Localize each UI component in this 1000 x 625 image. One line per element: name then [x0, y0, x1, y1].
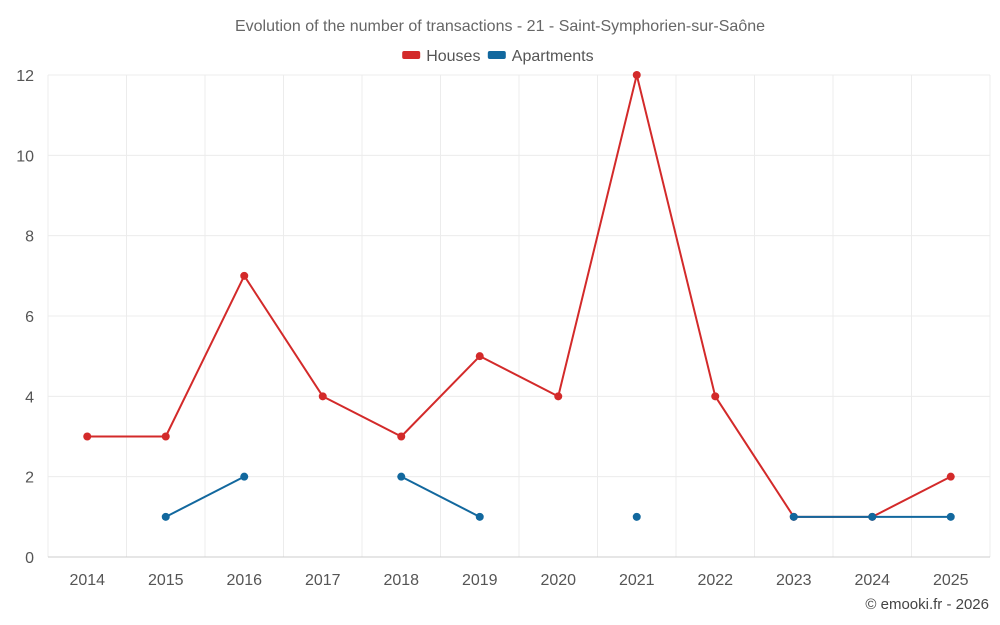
- x-tick-label: 2022: [697, 572, 733, 589]
- x-tick-label: 2023: [776, 572, 812, 589]
- y-tick-label: 0: [25, 550, 34, 567]
- data-point-apartments[interactable]: [868, 512, 877, 521]
- chart-title: Evolution of the number of transactions …: [235, 18, 765, 35]
- x-tick-label: 2018: [383, 572, 419, 589]
- x-tick-label: 2015: [148, 572, 184, 589]
- data-point-apartments[interactable]: [161, 512, 170, 521]
- x-axis-ticks: 2014 2015 2016 2017 2018 2019 2020 2021 2022 2023…: [69, 572, 968, 589]
- data-point-houses[interactable]: [475, 352, 484, 361]
- y-tick-label: 6: [25, 309, 34, 326]
- legend-label: Apartments: [512, 48, 594, 65]
- credit-text: © emooki.fr - 2026: [865, 596, 989, 613]
- data-point-houses[interactable]: [946, 472, 955, 481]
- y-tick-label: 2: [25, 470, 34, 487]
- legend-item-houses[interactable]: Houses: [402, 48, 480, 65]
- data-point-houses[interactable]: [632, 71, 641, 79]
- data-point-apartments[interactable]: [789, 512, 798, 521]
- series-line-apartments: [400, 475, 481, 518]
- y-tick-label: 12: [16, 68, 34, 85]
- series-line-apartments: [165, 475, 245, 518]
- data-point-houses[interactable]: [318, 392, 327, 401]
- x-tick-label: 2019: [462, 572, 498, 589]
- x-tick-label: 2016: [226, 572, 262, 589]
- y-axis-ticks: 0 2 4 6 8 10 12: [16, 68, 34, 567]
- legend-label: Houses: [426, 48, 480, 65]
- data-point-apartments[interactable]: [397, 472, 406, 481]
- y-tick-label: 8: [25, 229, 34, 246]
- data-point-houses[interactable]: [711, 392, 720, 401]
- y-tick-label: 4: [25, 389, 34, 406]
- x-tick-label: 2021: [619, 572, 655, 589]
- data-point-apartments[interactable]: [632, 512, 641, 521]
- series-group: [83, 71, 955, 521]
- data-point-houses[interactable]: [397, 432, 406, 441]
- data-point-houses[interactable]: [161, 432, 170, 441]
- data-point-apartments[interactable]: [475, 512, 484, 521]
- x-tick-label: 2017: [305, 572, 341, 589]
- data-point-apartments[interactable]: [240, 472, 249, 481]
- y-tick-label: 10: [16, 148, 34, 165]
- data-point-houses[interactable]: [240, 271, 249, 280]
- data-point-apartments[interactable]: [946, 512, 955, 521]
- x-tick-label: 2020: [540, 572, 576, 589]
- legend-swatch: [487, 51, 506, 59]
- x-tick-label: 2014: [69, 572, 105, 589]
- legend-item-apartments[interactable]: Apartments: [487, 48, 594, 65]
- x-tick-label: 2025: [933, 572, 969, 589]
- legend: Houses Apartments: [402, 48, 594, 65]
- data-point-houses[interactable]: [83, 432, 92, 441]
- series-apartments: [161, 472, 955, 521]
- x-tick-label: 2024: [854, 572, 890, 589]
- gridlines: [47, 74, 991, 558]
- data-point-houses[interactable]: [554, 392, 563, 401]
- legend-swatch: [402, 51, 421, 59]
